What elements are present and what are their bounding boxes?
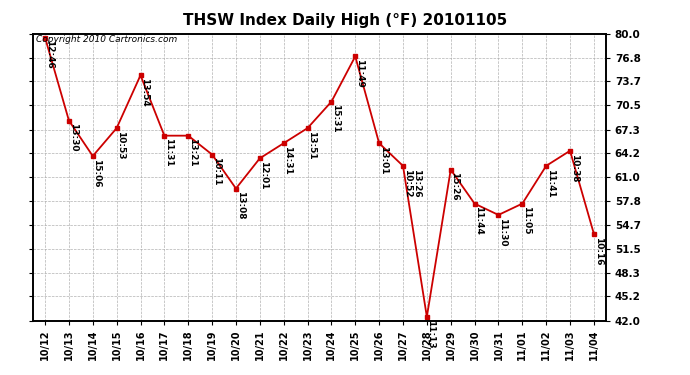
Text: 13:21: 13:21 — [188, 138, 197, 167]
Text: 10:16: 10:16 — [593, 237, 602, 265]
Text: 10:38: 10:38 — [570, 153, 579, 182]
Text: 13:30: 13:30 — [68, 123, 77, 152]
Text: 14:31: 14:31 — [284, 146, 293, 175]
Text: 13:26: 13:26 — [413, 169, 422, 197]
Text: 11:49: 11:49 — [355, 59, 364, 88]
Text: 15:06: 15:06 — [92, 159, 101, 188]
Text: 10:52: 10:52 — [403, 169, 412, 197]
Text: 15:26: 15:26 — [451, 172, 460, 201]
Text: 12:01: 12:01 — [259, 161, 268, 190]
Text: 10:53: 10:53 — [117, 131, 126, 159]
Text: 11:13: 11:13 — [426, 320, 435, 348]
Text: 15:31: 15:31 — [331, 105, 340, 133]
Text: THSW Index Daily High (°F) 20101105: THSW Index Daily High (°F) 20101105 — [183, 13, 507, 28]
Text: 11:05: 11:05 — [522, 206, 531, 235]
Text: 11:30: 11:30 — [498, 218, 507, 246]
Text: 13:01: 13:01 — [379, 146, 388, 174]
Text: 13:51: 13:51 — [307, 131, 316, 159]
Text: 13:08: 13:08 — [235, 191, 245, 220]
Text: 11:31: 11:31 — [164, 138, 173, 167]
Text: 11:41: 11:41 — [546, 169, 555, 197]
Text: 12:46: 12:46 — [45, 40, 54, 69]
Text: 10:11: 10:11 — [212, 158, 221, 186]
Text: Copyright 2010 Cartronics.com: Copyright 2010 Cartronics.com — [36, 35, 177, 44]
Text: 13:54: 13:54 — [140, 78, 149, 107]
Text: 11:44: 11:44 — [474, 206, 483, 235]
